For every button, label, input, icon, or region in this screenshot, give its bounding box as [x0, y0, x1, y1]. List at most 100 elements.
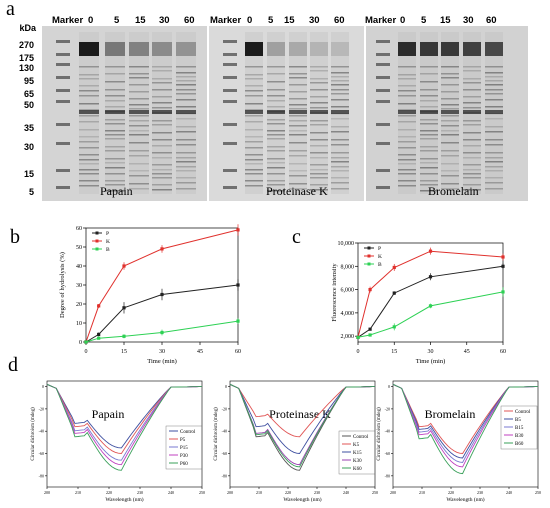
protein-band: [420, 123, 438, 125]
protein-band: [176, 170, 196, 172]
protein-band: [420, 100, 438, 102]
spectrum-line: [229, 383, 375, 468]
protein-band: [310, 184, 328, 186]
data-point: [97, 336, 101, 340]
protein-band: [331, 76, 349, 78]
x-tick-label: 250: [372, 490, 378, 495]
x-tick-label: 220: [448, 490, 454, 495]
protein-band: [398, 115, 416, 117]
y-tick-label: 8,000: [341, 264, 355, 270]
data-point: [392, 291, 396, 295]
protein-band: [129, 170, 149, 172]
x-tick-label: 60: [500, 349, 506, 355]
protein-band: [105, 138, 125, 140]
x-tick-label: 220: [106, 490, 112, 495]
protein-band: [463, 145, 481, 147]
legend-marker: [367, 254, 371, 258]
protein-band: [441, 188, 459, 190]
protein-band: [267, 130, 285, 132]
protein-band: [152, 96, 172, 98]
protein-band: [79, 129, 99, 131]
y-tick-label: -80: [39, 473, 44, 478]
protein-band: [420, 158, 438, 160]
data-point: [122, 306, 126, 310]
protein-band: [441, 175, 459, 177]
protein-band: [245, 85, 263, 87]
legend-marker: [367, 246, 371, 250]
y-tick-label: -20: [222, 406, 227, 411]
data-point: [392, 265, 396, 270]
protein-band: [463, 169, 481, 171]
protein-band: [176, 89, 196, 91]
protein-band: [129, 91, 149, 93]
protein-band: [310, 164, 328, 166]
protein-band: [331, 66, 349, 68]
high-mw-band: [176, 42, 196, 56]
protein-band: [331, 188, 349, 190]
marker-band: [56, 53, 70, 56]
protein-band: [463, 139, 481, 141]
protein-band: [398, 129, 416, 131]
protein-band: [463, 102, 481, 104]
marker-band: [223, 169, 237, 172]
protein-band: [176, 166, 196, 168]
y-axis-label: Circular dichroism (mdeg): [377, 407, 382, 461]
protein-band: [105, 180, 125, 182]
protein-band: [289, 125, 307, 127]
protein-band: [245, 159, 263, 161]
protein-band: [129, 98, 149, 100]
marker-band: [56, 169, 70, 172]
protein-band: [129, 73, 149, 75]
protein-band: [79, 169, 99, 171]
protein-band: [289, 155, 307, 157]
protein-band: [79, 66, 99, 68]
x-tick-label: 15: [391, 349, 397, 355]
protein-band: [129, 84, 149, 86]
lane-label: 60: [486, 15, 497, 26]
marker-band: [56, 142, 70, 145]
protein-band: [310, 169, 328, 171]
protein-band: [176, 118, 196, 120]
protein-band: [420, 184, 438, 186]
protein-band: [310, 177, 328, 179]
protein-band: [289, 104, 307, 106]
lane-label: 60: [184, 15, 195, 26]
protein-band: [463, 177, 481, 179]
protein-band: [105, 130, 125, 132]
panel-c-letter: c: [292, 226, 301, 248]
protein-band: [485, 157, 503, 159]
data-point: [97, 332, 101, 336]
protein-band: [152, 152, 172, 154]
protein-band: [129, 104, 149, 106]
x-tick-label: 45: [464, 349, 470, 355]
x-tick-label: 240: [506, 490, 512, 495]
protein-band: [331, 93, 349, 95]
x-axis-label: Wavelength (nm): [446, 496, 484, 503]
lane-label: 5: [421, 15, 427, 26]
x-tick-label: 230: [137, 490, 143, 495]
protein-band: [463, 82, 481, 84]
x-tick-label: 210: [256, 490, 262, 495]
protein-band: [129, 120, 149, 122]
y-tick-label: 10,000: [338, 241, 355, 247]
y-tick-label: 50: [76, 245, 82, 251]
panel-a-letter: a: [6, 0, 15, 20]
x-tick-label: 210: [75, 490, 81, 495]
protein-band: [267, 95, 285, 97]
data-point: [428, 304, 433, 308]
protein-band: [463, 124, 481, 126]
protein-band: [289, 77, 307, 79]
protein-band: [331, 139, 349, 141]
protein-band: [152, 177, 172, 179]
protein-band: [152, 145, 172, 147]
protein-band: [245, 163, 263, 165]
x-tick-label: 60: [235, 349, 241, 355]
lane-label: 60: [334, 15, 345, 26]
protein-band: [267, 162, 285, 164]
protein-band: [267, 184, 285, 186]
y-tick-label: -40: [385, 429, 390, 434]
legend-label: Control: [180, 430, 196, 435]
protein-band: [485, 166, 503, 168]
protein-band: [310, 78, 328, 80]
protein-band: [267, 123, 285, 125]
